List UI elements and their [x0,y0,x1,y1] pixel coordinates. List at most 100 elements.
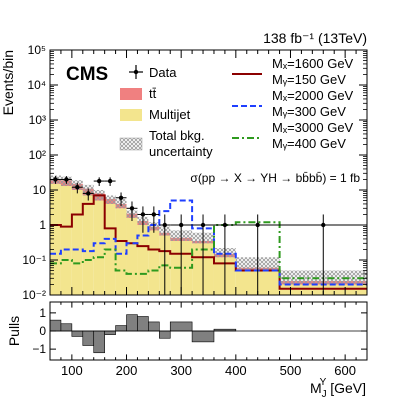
legend-uncertainty-swatch [119,137,143,151]
x-tick-label: 600 [334,363,356,378]
legend-left: Data tt̄ Multijet Total bkg. uncertainty [119,65,213,159]
pull-bar [126,314,138,332]
main-y-tick-label: 10⁵ [28,43,46,57]
legend-sig3000-mx: Mₓ=3000 GeV [272,120,354,135]
data-point [159,214,171,295]
data-point-marker [75,185,80,190]
data-point [192,214,214,295]
cross-section-annotation: σ(pp → X → YH → bb̄bb̄) = 1 fb [190,171,360,185]
pull-y-tick-label: 1 [39,306,46,320]
pull-bar [191,330,215,343]
data-point-marker [162,222,167,228]
main-y-tick-label: 10 [33,183,47,197]
legend-multijet-swatch [120,109,142,121]
pull-bar [60,323,73,332]
data-point-marker [178,222,184,228]
x-tick-label: 300 [170,363,192,378]
x-tick-label: 100 [61,363,83,378]
uncertainty-bin [104,195,116,204]
data-point [213,214,236,295]
pull-y-tick-label: −1 [32,342,46,356]
main-y-tick-label: 10⁻² [22,288,46,302]
multijet-bin [115,208,127,295]
pull-bar [148,321,160,332]
legend-sig2000-mx: Mₓ=2000 GeV [272,88,354,103]
x-tick-label: 400 [225,363,247,378]
data-point [126,201,138,222]
data-point [170,214,193,295]
data-point-marker [96,178,102,184]
signal-sig1600-line [50,194,367,290]
main-y-ticks: 10⁻² 10⁻¹ 1 10 10² 10³ 10⁴ 10⁵ [22,43,367,302]
data-point-marker [64,177,69,182]
pull-bar [115,325,127,332]
pull-bars [49,314,237,354]
main-y-axis-label: Events/bin [0,50,16,115]
pull-bar [169,321,193,332]
multijet-bin [50,183,61,295]
pull-bar [71,330,84,337]
multijet-bin [60,186,72,295]
cms-label: CMS [66,64,108,85]
pull-bar [137,316,149,332]
data-point-marker [118,195,124,200]
legend-ttbar-swatch [120,88,142,100]
legend-sig2000-my: Mᵧ=300 GeV [272,104,346,119]
main-y-tick-label: 10³ [29,113,46,127]
data-point [137,206,149,233]
data-point [71,182,83,194]
data-points [50,176,367,295]
data-point-marker [129,206,135,211]
pull-bar [159,330,171,339]
legend-uncertainty-label-2: uncertainty [149,144,213,159]
x-tick-label: 500 [280,363,302,378]
legend-data-marker [129,65,143,79]
lumi-label: 138 fb⁻¹ (13TeV) [263,30,367,46]
main-x-ticks [49,50,368,295]
main-y-tick-label: 1 [39,218,46,232]
data-point [104,177,116,187]
legend-sig1600-mx: Mₓ=1600 GeV [272,56,354,71]
legend-uncertainty-label-1: Total bkg. [149,128,205,143]
data-point [235,214,280,295]
pull-y-ticks: −1 0 1 [32,306,367,356]
multijet-bin [126,217,138,295]
x-axis-label: MJY [GeV] [310,377,366,400]
x-tick-label: 200 [116,363,138,378]
multijet-bin [137,225,149,295]
data-point [115,192,127,206]
pull-bar [93,330,105,354]
data-point [279,214,367,295]
data-point-marker [222,222,228,228]
pull-y-tick-label: 0 [39,324,46,338]
multijet-bin [82,195,94,295]
pull-bar [82,330,95,346]
main-y-tick-label: 10⁻¹ [22,253,46,267]
data-point-marker [107,178,113,184]
data-point [93,177,105,187]
legend-data-label: Data [149,65,177,80]
pull-bar [49,319,62,332]
legend-sig3000-my: Mᵧ=400 GeV [272,136,346,151]
legend-multijet-label: Multijet [149,107,191,122]
data-point-marker [140,212,146,217]
legend-sig1600-my: Mᵧ=150 GeV [272,72,346,87]
multijet-bin [93,200,105,295]
data-point-marker [255,222,260,228]
multijet-bin [148,230,160,295]
data-point-marker [151,212,157,217]
pull-y-axis-label: Pulls [6,316,22,346]
signal-sig2000-line [50,199,367,286]
data-point [148,206,160,233]
legend-right: Mₓ=1600 GeV Mᵧ=150 GeV Mₓ=2000 GeV Mᵧ=30… [232,56,354,151]
data-point-marker [86,191,91,196]
legend-ttbar-label: tt̄ [149,86,157,101]
data-point-marker [53,177,58,182]
multijet-bin [71,190,83,295]
signal-lines [50,194,367,290]
pull-x-ticks: 100 200 300 400 500 600 [49,302,368,378]
main-y-tick-label: 10² [29,148,46,162]
data-point [82,188,94,201]
data-point-marker [321,222,326,228]
